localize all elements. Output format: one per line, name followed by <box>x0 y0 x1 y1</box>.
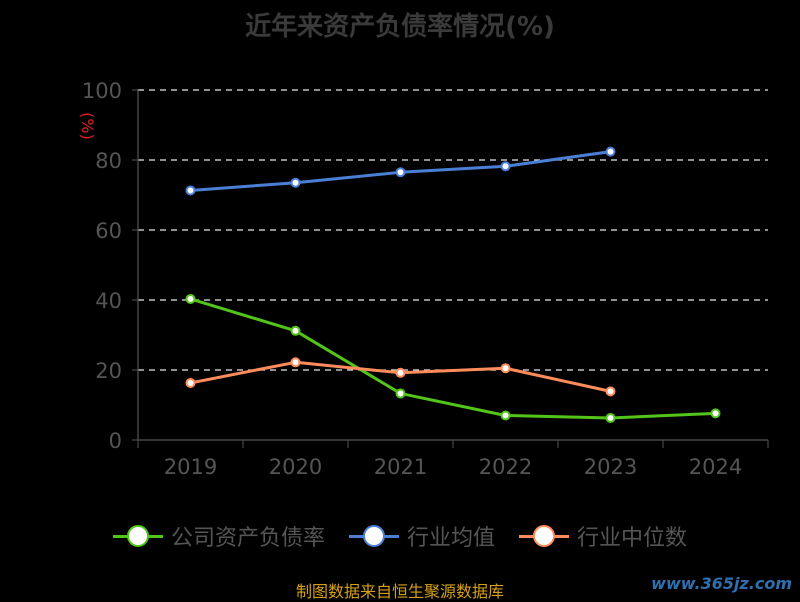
legend-symbol-company <box>112 524 163 548</box>
y-tick-label: 20 <box>95 359 122 383</box>
data-point <box>605 386 616 397</box>
legend-symbol-industry-mean <box>348 524 399 548</box>
legend-item-industry-median[interactable]: 行业中位数 <box>519 520 687 552</box>
data-point <box>395 388 406 399</box>
legend-symbol-industry-median <box>519 524 569 548</box>
data-point <box>710 408 721 419</box>
x-tick-label: 2019 <box>164 455 217 479</box>
y-tick-label: 60 <box>95 219 122 243</box>
site-watermark: www.365jz.com <box>651 574 792 593</box>
x-tick-label: 2022 <box>479 455 532 479</box>
series-line-0 <box>190 297 716 420</box>
data-point <box>395 367 406 378</box>
legend-item-industry-mean[interactable]: 行业均值 <box>348 520 495 552</box>
data-point <box>290 325 301 336</box>
chart-title: 近年来资产负债率情况(%) <box>245 12 555 42</box>
x-tick-label: 2020 <box>269 455 322 479</box>
data-point <box>290 357 301 368</box>
x-tick-label: 2021 <box>374 455 427 479</box>
legend-item-company[interactable]: 公司资产负债率 <box>112 520 325 552</box>
y-axis-label: (%) <box>78 112 97 140</box>
legend-label-industry-mean: 行业均值 <box>406 526 495 551</box>
data-point <box>500 363 511 374</box>
data-point <box>185 293 196 304</box>
legend-label-industry-median: 行业中位数 <box>577 526 688 551</box>
data-source-note: 制图数据来自恒生聚源数据库 <box>295 582 504 601</box>
x-tick-label: 2023 <box>584 455 637 479</box>
y-tick-label: 40 <box>95 289 122 313</box>
data-point <box>185 377 196 388</box>
data-point <box>500 410 511 421</box>
y-tick-label: 0 <box>109 429 122 453</box>
x-tick-label: 2024 <box>689 455 742 479</box>
data-point <box>185 185 196 196</box>
y-tick-label: 100 <box>82 79 122 103</box>
data-point <box>605 146 616 157</box>
data-point <box>500 161 511 172</box>
chart-legend: 公司资产负债率 行业均值 行业中位数 <box>0 520 800 552</box>
legend-label-company: 公司资产负债率 <box>170 526 325 551</box>
data-point <box>395 167 406 178</box>
data-point <box>605 412 616 423</box>
y-tick-label: 80 <box>95 149 122 173</box>
data-point <box>290 177 301 188</box>
